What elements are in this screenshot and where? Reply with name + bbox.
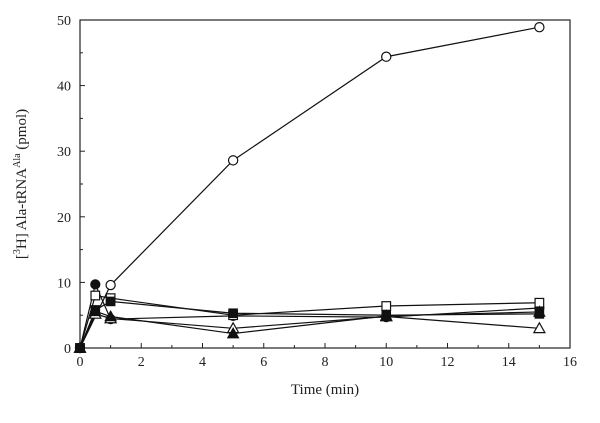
- series-line-open-triangle: [79, 313, 540, 349]
- y-label-isotope: 3: [12, 249, 23, 254]
- y-label-unit: (pmol): [14, 109, 30, 154]
- point-filled-circle: [90, 279, 101, 290]
- y-label-main: H] Ala-tRNA: [14, 168, 30, 249]
- point-filled-triangle: [379, 309, 393, 321]
- series-line-open-square: [79, 294, 540, 349]
- y-label-superscript: Ala: [12, 153, 23, 168]
- x-axis-label: Time (min): [291, 382, 359, 398]
- y-tick-label: 50: [57, 14, 71, 29]
- series-filled-triangle: [73, 304, 546, 353]
- y-tick-label: 20: [57, 211, 71, 226]
- y-axis: 0 10 20 30 40 50: [57, 14, 85, 357]
- point-filled-triangle: [533, 305, 546, 317]
- x-tick-label: 12: [441, 355, 455, 370]
- x-tick-label: 6: [260, 355, 267, 370]
- x-tick-label: 14: [502, 355, 516, 370]
- plot-frame: [79, 19, 571, 349]
- y-tick-label: 30: [57, 145, 71, 160]
- x-tick-label: 16: [563, 355, 577, 370]
- point-open-circle: [227, 155, 239, 166]
- y-axis-label: [3H] Ala-tRNAAla (pmol): [12, 109, 30, 259]
- series-layer: [73, 22, 546, 354]
- y-tick-label: 10: [57, 276, 71, 291]
- point-open-triangle: [532, 321, 546, 334]
- y-label-open-bracket: [: [14, 254, 30, 259]
- point-open-square: [381, 301, 392, 311]
- point-filled-square: [105, 296, 116, 307]
- point-filled-square: [228, 308, 238, 319]
- point-open-circle: [105, 279, 116, 291]
- point-open-circle: [534, 22, 545, 33]
- series-line-open-circle: [79, 26, 540, 349]
- y-tick-label: 0: [64, 342, 71, 357]
- x-tick-label: 8: [322, 355, 329, 370]
- x-tick-label: 2: [138, 355, 145, 370]
- point-filled-triangle: [104, 309, 117, 322]
- x-tick-label: 4: [199, 355, 206, 370]
- x-tick-label: 0: [77, 355, 84, 370]
- point-open-square: [90, 290, 101, 301]
- series-line-filled-circle: [79, 282, 540, 349]
- point-open-circle: [381, 51, 392, 62]
- point-filled-triangle: [88, 304, 102, 317]
- point-filled-triangle: [226, 327, 240, 339]
- x-tick-label: 10: [379, 355, 393, 370]
- x-axis: 0 2 4 6 8 10 12 14 16: [77, 343, 577, 370]
- y-tick-label: 40: [57, 80, 71, 95]
- point-filled-triangle: [73, 341, 87, 353]
